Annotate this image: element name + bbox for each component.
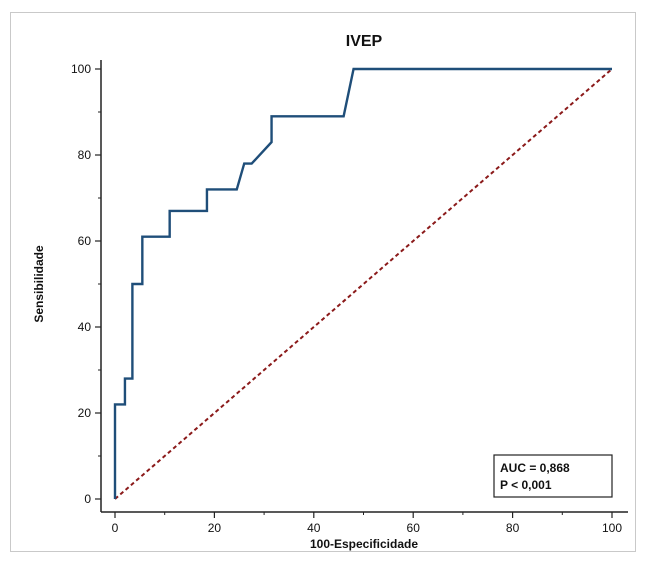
auc-annotation: AUC = 0,868 P < 0,001 (493, 454, 613, 498)
x-tick-label: 60 (407, 521, 421, 535)
y-tick-label: 0 (84, 492, 91, 506)
x-tick-label: 100 (602, 521, 622, 535)
reference-diagonal-line (114, 68, 613, 500)
y-tick-label: 80 (78, 148, 92, 162)
x-tick-label: 0 (112, 521, 119, 535)
x-tick-label: 20 (208, 521, 222, 535)
roc-curve (113, 67, 612, 499)
auc-box-border (493, 454, 613, 498)
chart-title: IVEP (346, 33, 383, 50)
y-tick-label: 60 (78, 234, 92, 248)
series (113, 67, 613, 500)
y-tick-label: 20 (78, 406, 92, 420)
x-tick-label: 40 (307, 521, 321, 535)
y-axis-label: Sensibilidade (32, 245, 46, 323)
p-value: P < 0,001 (500, 478, 552, 492)
x-tick-label: 80 (506, 521, 520, 535)
axes (100, 60, 628, 513)
ticks: 0 20 40 60 80 100 0 20 40 60 80 100 (71, 62, 622, 535)
auc-value: AUC = 0,868 (500, 461, 570, 475)
y-tick-label: 40 (78, 320, 92, 334)
x-axis-label: 100-Especificidade (310, 537, 418, 551)
y-tick-label: 100 (71, 62, 91, 76)
